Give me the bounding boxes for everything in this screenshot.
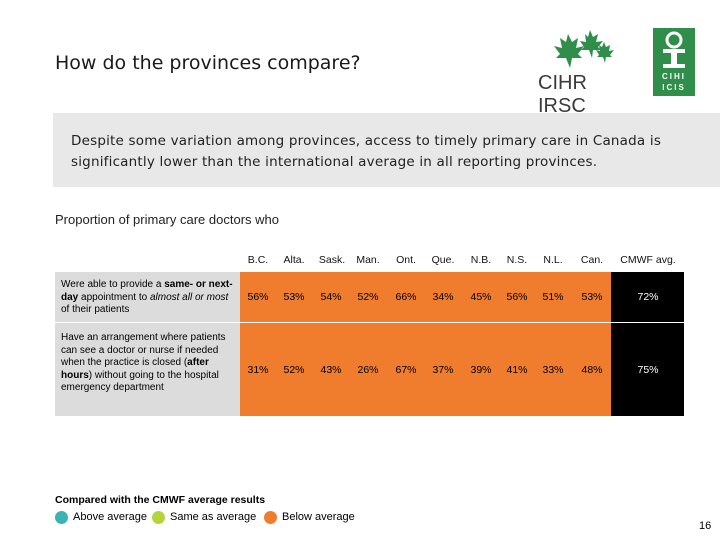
province-values-row-1 [240, 272, 611, 322]
table-cell: 26% [357, 364, 379, 376]
table-cell: 48% [581, 364, 603, 376]
key-message-callout: Despite some variation among provinces, … [53, 113, 720, 187]
column-header: N.B. [470, 254, 492, 266]
column-header: CMWF avg. [620, 254, 676, 266]
column-header: Can. [580, 254, 604, 266]
maple-leaf-icon [554, 30, 614, 68]
table-cell: 33% [542, 364, 564, 376]
table-subtitle: Proportion of primary care doctors who [55, 212, 279, 227]
row-divider [55, 322, 684, 323]
cihi-emblem-icon [663, 31, 685, 68]
column-header: Man. [356, 254, 380, 266]
cihi-label: CIHI [662, 72, 686, 81]
cihi-logo: CIHI ICIS [653, 28, 695, 96]
cmwf-cell: 72% [637, 291, 659, 303]
legend-item-below: Below average [264, 509, 355, 525]
table-cell: 37% [432, 364, 454, 376]
teal-dot-icon [55, 510, 68, 524]
table-cell: 53% [581, 291, 603, 303]
legend-item-same: Same as average [152, 509, 256, 525]
table-cell: 52% [357, 291, 379, 303]
column-header: N.L. [543, 254, 563, 266]
cmwf-cell: 75% [637, 364, 659, 376]
slide-title: How do the provinces compare? [55, 52, 361, 74]
legend-title: Compared with the CMWF average results [55, 494, 266, 506]
green-dot-icon [152, 510, 165, 524]
icis-label: ICIS [662, 83, 686, 92]
column-header: N.S. [506, 254, 528, 266]
row-label-same-next-day: Were able to provide a same- or next-day… [55, 272, 240, 322]
cihr-logo: CIHR IRSC [530, 28, 635, 117]
table-cell: 51% [542, 291, 564, 303]
legend-item-above: Above average [55, 509, 147, 525]
column-header: Ont. [396, 254, 416, 266]
cmwf-value-row-2 [611, 323, 684, 416]
column-header: Sask. [318, 254, 346, 266]
table-cell: 43% [320, 364, 342, 376]
cihr-wordmark: CIHR IRSC [538, 72, 587, 117]
callout-text: Despite some variation among provinces, … [71, 133, 662, 170]
province-values-row-2 [240, 323, 611, 416]
table-cell: 53% [283, 291, 305, 303]
column-header: Que. [431, 254, 455, 266]
table-cell: 34% [432, 291, 454, 303]
table-cell: 56% [247, 291, 269, 303]
table-cell: 67% [395, 364, 417, 376]
legend-label: Same as average [170, 511, 257, 523]
table-cell: 52% [283, 364, 305, 376]
table-cell: 56% [506, 291, 528, 303]
page-number: 16 [699, 520, 712, 532]
cmwf-value-row-1 [611, 272, 684, 322]
column-header: B.C. [247, 254, 269, 266]
row-label-after-hours: Have an arrangement where patients can s… [55, 323, 240, 416]
table-cell: 31% [247, 364, 269, 376]
table-cell: 45% [470, 291, 492, 303]
table-cell: 66% [395, 291, 417, 303]
table-cell: 39% [470, 364, 492, 376]
column-header: Alta. [283, 254, 305, 266]
orange-dot-icon [264, 510, 277, 524]
legend-label: Above average [73, 511, 147, 523]
legend-label: Below average [282, 511, 355, 523]
table-cell: 41% [506, 364, 528, 376]
table-cell: 54% [320, 291, 342, 303]
